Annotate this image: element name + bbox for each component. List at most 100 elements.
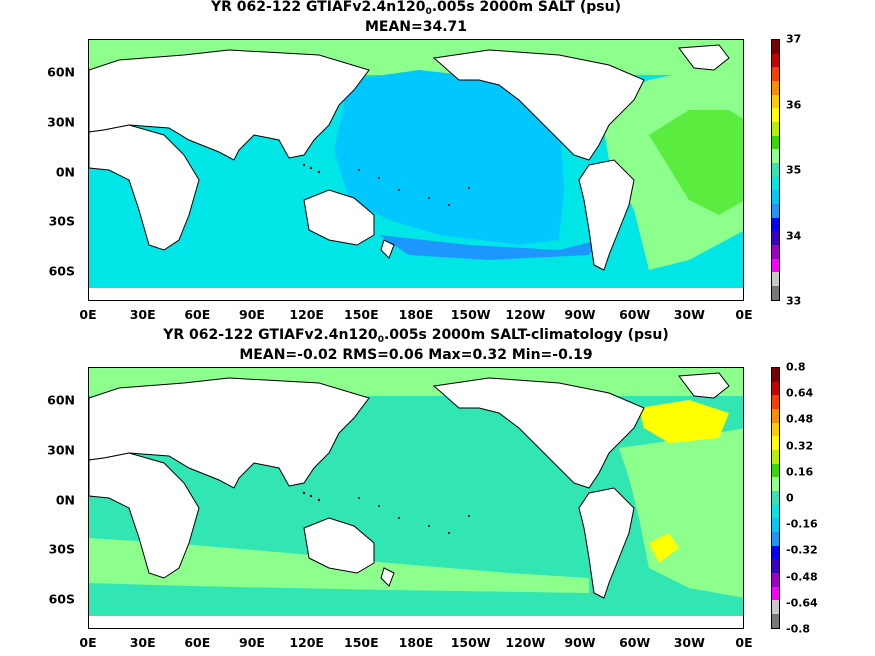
colorbar-segment [772, 204, 779, 218]
y-axis-tick-label: 30N [47, 114, 75, 130]
colorbar-segment [772, 286, 779, 300]
x-axis-tick-label: 60E [184, 635, 211, 650]
top-salinity-map[interactable] [88, 39, 744, 301]
colorbar-segment [772, 67, 779, 82]
colorbar-tick-label: -0.16 [786, 517, 818, 531]
colorbar-tick-label: 35 [786, 163, 802, 177]
south-atlantic-high-anomaly [649, 533, 679, 563]
pacific-fresh-field [334, 70, 564, 245]
australia-land [303, 189, 375, 246]
x-axis-tick-label: 0E [735, 307, 753, 322]
labrador-high-anomaly [639, 400, 729, 443]
antarctica-land [89, 288, 743, 300]
colorbar-tick-label: 0 [786, 491, 794, 505]
top-panel-stats: MEAN=34.71 [364, 19, 468, 35]
top-panel-title: YR 062-122 GTIAFv2.4n1200.005s 2000m SAL… [211, 0, 621, 17]
atlantic-anomaly-field [619, 428, 743, 598]
colorbar-segment [772, 258, 779, 273]
colorbar-segment [772, 409, 779, 423]
south-america-land [578, 159, 635, 271]
x-axis-tick-label: 150W [450, 307, 491, 322]
colorbar-tick-label: -0.64 [786, 596, 818, 610]
x-axis-tick-label: 60E [184, 307, 211, 322]
bottom-anomaly-map[interactable] [88, 367, 744, 629]
bottom-panel-title: YR 062-122 GTIAFv2.4n1200.005s 2000m SAL… [163, 327, 669, 345]
colorbar-segment [772, 436, 779, 451]
africa-land [89, 124, 200, 251]
south-pacific-field [379, 235, 599, 260]
colorbar-segment [772, 573, 779, 587]
x-axis-tick-label: 30E [129, 635, 156, 650]
colorbar-segment [772, 272, 779, 287]
x-axis-tick-label: 90E [239, 635, 265, 650]
colorbar-segment [772, 135, 779, 150]
colorbar-tick-label: 37 [786, 32, 802, 46]
y-axis-tick-label: 60N [47, 64, 75, 80]
y-axis-tick-label: 60N [47, 392, 75, 408]
bottom-panel-stats: MEAN=-0.02 RMS=0.06 Max=0.32 Min=-0.19 [239, 347, 593, 363]
x-axis-tick-label: 90W [564, 635, 596, 650]
colorbar-segment [772, 477, 779, 492]
y-axis-tick-label: 30S [48, 213, 75, 229]
colorbar-segment [772, 381, 779, 396]
top-colorbar [771, 39, 780, 301]
x-axis-tick-label: 30E [129, 307, 156, 322]
antarctica-land-2 [89, 616, 743, 628]
eurasia-land [89, 49, 370, 161]
colorbar-segment [772, 600, 779, 615]
new-zealand-land [380, 239, 395, 259]
bottom-colorbar [771, 367, 780, 629]
colorbar-segment [772, 545, 779, 560]
y-axis-tick-label: 30S [48, 541, 75, 557]
atlantic-core-field [649, 110, 743, 215]
y-axis-tick-label: 60S [48, 591, 75, 607]
colorbar-segment [772, 176, 779, 191]
eurasia-land-2 [89, 377, 370, 489]
colorbar-segment [772, 231, 779, 246]
x-axis-tick-label: 90W [564, 307, 596, 322]
colorbar-tick-label: -0.48 [786, 570, 818, 584]
colorbar-segment [772, 163, 779, 177]
colorbar-segment [772, 149, 779, 164]
colorbar-segment [772, 81, 779, 95]
north-america-land-2 [432, 377, 645, 489]
x-axis-tick-label: 0E [79, 635, 97, 650]
x-axis-tick-label: 180E [398, 635, 434, 650]
y-axis-tick-label: 0N [55, 164, 75, 180]
colorbar-segment [772, 217, 779, 232]
colorbar-segment [772, 463, 779, 478]
greenland-land [678, 44, 730, 71]
colorbar-segment [772, 532, 779, 546]
africa-land-2 [89, 452, 200, 579]
greenland-land-2 [678, 372, 730, 399]
colorbar-tick-label: 34 [786, 229, 802, 242]
y-axis-tick-label: 60S [48, 263, 75, 279]
x-axis-tick-label: 120E [289, 635, 324, 650]
x-axis-tick-label: 30W [673, 307, 705, 322]
x-axis-tick-label: 150E [344, 307, 379, 322]
south-america-land-2 [578, 487, 635, 599]
colorbar-tick-label: 0.8 [786, 360, 806, 374]
colorbar-segment [772, 94, 779, 109]
x-axis-tick-label: 90E [239, 307, 265, 322]
colorbar-segment [772, 245, 779, 259]
x-axis-tick-label: 120W [505, 307, 546, 322]
x-axis-tick-label: 180E [398, 307, 434, 322]
colorbar-segment [772, 108, 779, 123]
colorbar-segment [772, 450, 779, 464]
y-axis-tick-label: 30N [47, 442, 75, 458]
colorbar-segment [772, 586, 779, 601]
colorbar-segment [772, 53, 779, 68]
colorbar-segment [772, 395, 779, 410]
colorbar-segment [772, 491, 779, 505]
colorbar-segment [772, 559, 779, 574]
colorbar-tick-label: 0.64 [786, 386, 814, 400]
colorbar-tick-label: -0.32 [786, 543, 818, 557]
x-axis-tick-label: 150E [344, 635, 379, 650]
colorbar-segment [772, 614, 779, 628]
x-axis-tick-label: 120E [289, 307, 324, 322]
x-axis-tick-label: 0E [79, 307, 97, 322]
colorbar-segment [772, 518, 779, 533]
x-axis-tick-label: 0E [735, 635, 753, 650]
x-axis-tick-label: 60W [619, 635, 651, 650]
